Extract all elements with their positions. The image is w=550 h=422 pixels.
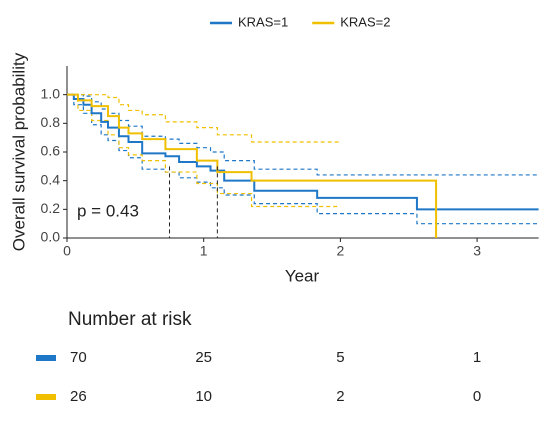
legend-label: KRAS=1 xyxy=(238,14,288,29)
risk-count: 0 xyxy=(473,388,481,405)
risk-count: 2 xyxy=(336,388,344,405)
x-tick-label: 1 xyxy=(200,243,208,259)
risk-table-title: Number at risk xyxy=(68,309,192,330)
ci-lower xyxy=(67,94,341,208)
ci-upper xyxy=(67,94,341,143)
risk-count: 26 xyxy=(70,388,87,405)
x-axis-title: Year xyxy=(285,266,320,285)
risk-count: 10 xyxy=(195,388,212,405)
risk-count: 70 xyxy=(70,349,87,366)
y-tick-label: 0.6 xyxy=(41,143,61,159)
survival-line xyxy=(67,93,438,238)
ci-upper xyxy=(67,94,539,176)
x-tick-label: 2 xyxy=(336,243,344,259)
risk-count: 25 xyxy=(195,349,212,366)
y-tick-label: 1.0 xyxy=(41,85,61,101)
risk-count: 1 xyxy=(473,349,481,366)
y-tick-label: 0.8 xyxy=(41,114,61,130)
ci-lower xyxy=(67,94,539,225)
y-tick-label: 0.2 xyxy=(41,200,61,216)
y-axis-title: Overall survival probability xyxy=(9,52,28,251)
x-tick-label: 0 xyxy=(63,243,71,259)
p-value: p = 0.43 xyxy=(77,201,139,220)
y-tick-label: 0.4 xyxy=(41,171,61,187)
risk-swatch xyxy=(36,394,56,400)
legend-label: KRAS=2 xyxy=(340,14,390,29)
risk-swatch xyxy=(36,355,56,361)
risk-count: 5 xyxy=(336,349,344,366)
x-tick-label: 3 xyxy=(473,243,481,259)
survival-line xyxy=(67,93,539,211)
y-tick-label: 0.0 xyxy=(41,229,61,245)
